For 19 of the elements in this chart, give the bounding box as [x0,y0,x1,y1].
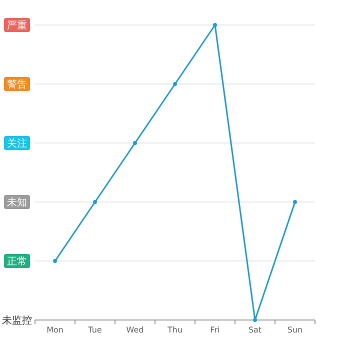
x-tick-label: Thu [166,326,183,335]
point [53,259,57,263]
x-tick-label: Mon [46,326,64,335]
point [293,200,297,204]
point [173,82,177,86]
point [213,23,217,27]
text: 严重 [7,20,27,32]
x-tick-label: Sun [287,326,303,335]
x-tick-label: Sat [248,326,262,335]
x-tick-label: Tue [87,326,102,335]
text: 未知 [7,196,27,208]
text: 正常 [7,256,27,268]
x-tick-label: Fri [210,326,220,335]
point [133,141,137,145]
text: 警告 [7,78,27,90]
point [93,200,97,204]
text: 关注 [7,138,27,150]
x-tick-label: Wed [126,326,144,335]
text: 未监控 [2,314,32,326]
